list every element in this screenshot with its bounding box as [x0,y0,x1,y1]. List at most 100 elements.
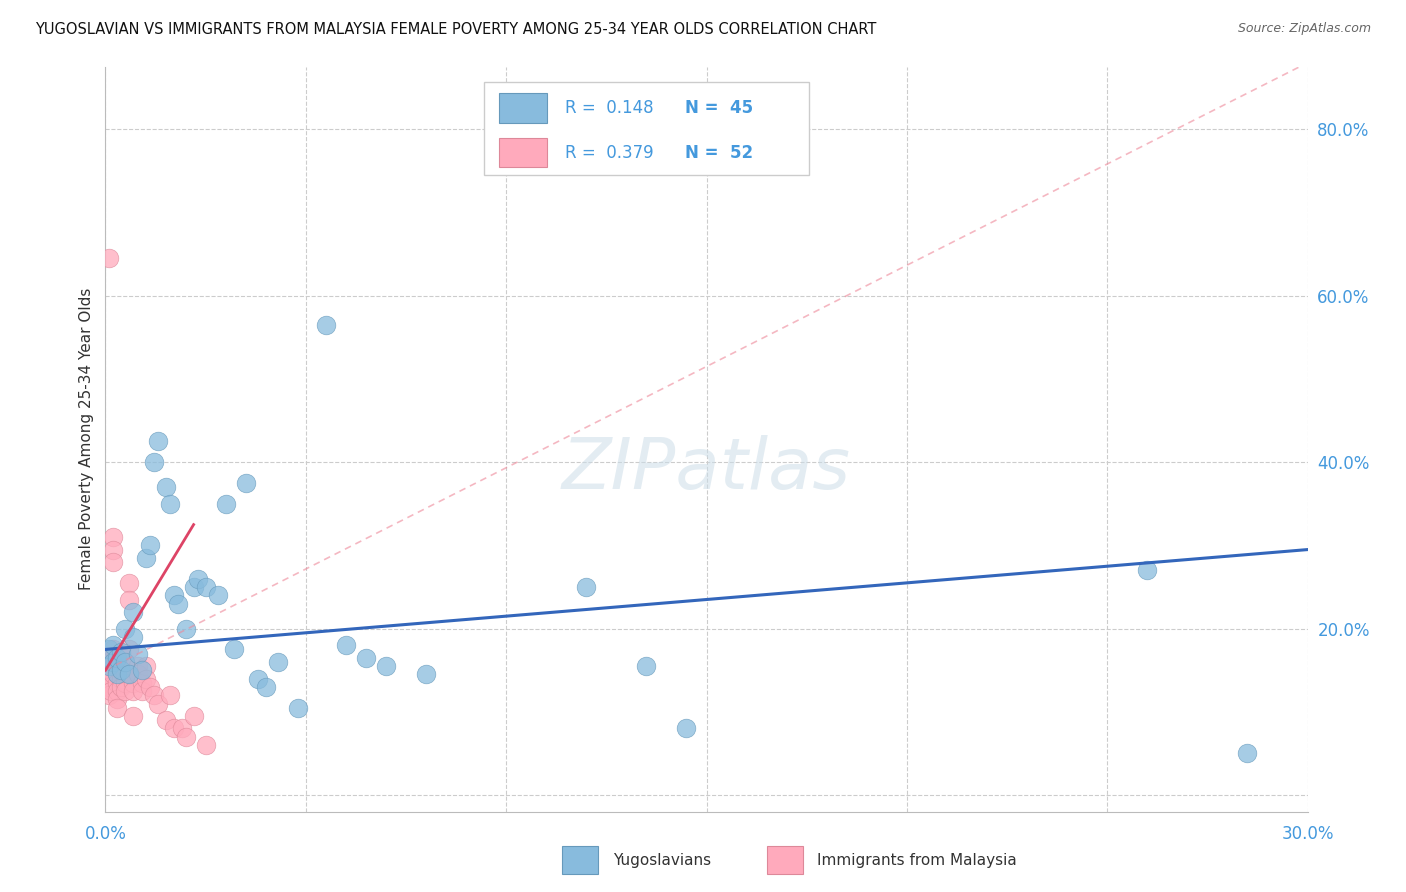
Point [174,730,197,744]
Point [96,659,118,673]
Text: R =  0.379: R = 0.379 [565,144,654,161]
Point [335,638,357,652]
Point [246,672,269,686]
Text: YUGOSLAVIAN VS IMMIGRANTS FROM MALAYSIA FEMALE POVERTY AMONG 25-34 YEAR OLDS COR: YUGOSLAVIAN VS IMMIGRANTS FROM MALAYSIA … [35,22,876,37]
Point [100,684,122,698]
Point [114,667,136,681]
Point [138,538,160,552]
Text: Source: ZipAtlas.com: Source: ZipAtlas.com [1237,22,1371,36]
Point [146,434,169,449]
Point [103,530,125,544]
Point [214,497,236,511]
Point [110,647,132,661]
Point [98,672,121,686]
Point [114,622,136,636]
Point [135,550,157,565]
Point [131,684,153,698]
Point [110,659,132,673]
Point [118,575,141,590]
Point [122,684,145,698]
Point [118,642,141,657]
Point [110,672,132,686]
Point [254,680,277,694]
Point [138,680,160,694]
Point [118,667,141,681]
Point [118,592,141,607]
Point [159,497,181,511]
Point [155,480,177,494]
Point [98,642,121,657]
Point [575,580,598,594]
Point [142,688,165,702]
Point [110,680,132,694]
Point [194,580,217,594]
Text: Immigrants from Malaysia: Immigrants from Malaysia [817,853,1017,868]
Bar [766,846,803,874]
Point [103,642,125,657]
Point [235,475,257,490]
Point [107,667,129,681]
Point [183,709,205,723]
Point [107,667,129,681]
Point [287,700,309,714]
Point [131,663,153,677]
Point [183,580,205,594]
Point [103,555,125,569]
Point [114,675,136,690]
Point [127,647,149,661]
Bar [499,137,547,168]
Point [135,672,157,686]
Point [194,738,217,752]
Point [354,650,377,665]
Point [122,675,145,690]
Point [110,645,132,659]
Text: N =  52: N = 52 [685,144,754,161]
Point [114,659,136,673]
Point [96,675,118,690]
Point [222,642,245,657]
Point [100,650,122,665]
Point [103,667,125,681]
Point [107,692,129,706]
Point [174,622,197,636]
Point [107,700,129,714]
Bar [499,93,547,123]
Text: R =  0.148: R = 0.148 [565,99,654,117]
Point [114,684,136,698]
Text: N =  45: N = 45 [685,99,754,117]
Point [103,638,125,652]
Point [159,688,181,702]
Point [98,252,121,266]
Point [122,605,145,619]
Point [142,455,165,469]
Point [162,722,184,736]
Bar [484,82,808,175]
Point [127,659,149,673]
Point [103,542,125,557]
Bar [562,846,599,874]
Point [187,572,209,586]
Point [98,655,121,669]
Point [162,588,184,602]
Point [415,667,437,681]
Point [374,659,398,673]
Point [98,680,121,694]
Point [107,659,129,673]
Point [122,630,145,644]
Text: ZIPatlas: ZIPatlas [562,434,851,504]
Point [170,722,193,736]
Point [207,588,229,602]
Point [103,659,125,673]
Point [135,659,157,673]
Point [155,713,177,727]
Point [315,318,337,332]
Point [1136,563,1159,577]
Point [267,655,290,669]
Point [103,655,125,669]
Point [114,655,136,669]
Point [166,597,188,611]
Point [110,663,132,677]
Point [675,722,697,736]
Point [127,667,149,681]
Y-axis label: Female Poverty Among 25-34 Year Olds: Female Poverty Among 25-34 Year Olds [79,288,94,591]
